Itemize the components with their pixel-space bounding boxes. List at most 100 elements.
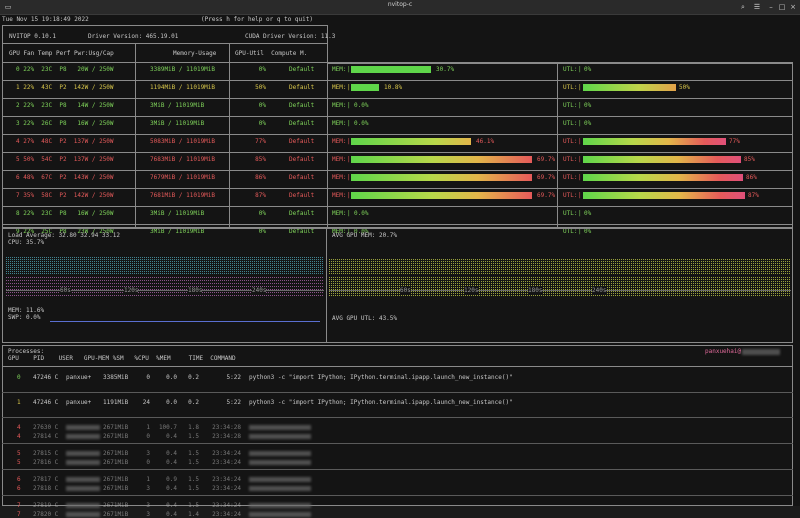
maximize-icon[interactable]: □ — [778, 3, 786, 11]
gpu-util-value: 0% — [258, 120, 266, 127]
divider — [2, 80, 793, 81]
avg-gpu-mem: AVG GPU MEM: 20.7% — [332, 232, 398, 239]
process-time: 23:34:28 — [212, 433, 241, 440]
util-bar-sep: | — [578, 120, 582, 127]
process-gpu: 0 — [17, 374, 21, 381]
process-pid: 27820 C — [33, 511, 59, 518]
gpu-row-info: 4 27% 48C P2 137W / 250W — [16, 138, 114, 145]
util-bar-sep: | — [578, 102, 582, 109]
minimize-icon[interactable]: – — [769, 3, 773, 11]
mem-percent: 0.0% — [354, 120, 369, 127]
mem-bar-label: MEM: — [332, 84, 347, 91]
divider — [2, 206, 793, 207]
util-bar-label: UTL: — [563, 66, 578, 73]
mem-bar-label: MEM: — [332, 102, 347, 109]
menu-icon[interactable]: ☰ — [753, 3, 761, 11]
compute-mode: Default — [289, 228, 315, 235]
mem-percent: 69.7% — [537, 192, 556, 199]
process-gpu: 7 — [17, 511, 21, 518]
process-mem: 1.5 — [188, 459, 199, 466]
user-redacted — [66, 434, 100, 439]
gpu-util-value: 0% — [258, 210, 266, 217]
util-bar-sep: | — [578, 228, 582, 235]
util-bar-label: UTL: — [563, 210, 578, 217]
util-bar-sep: | — [578, 138, 582, 145]
close-icon[interactable]: × — [790, 3, 796, 11]
mem-percent: 0.0% — [354, 102, 369, 109]
mem-bar-label: MEM: — [332, 120, 347, 127]
search-icon[interactable]: ⌕ — [741, 3, 745, 11]
util-percent: 0% — [584, 66, 592, 73]
host-swp: SWP: 0.0% — [8, 314, 41, 321]
process-gpu-mem: 2671MiB — [103, 424, 129, 431]
gpu-row-info: 9 22% 25C P8 23W / 250W — [16, 228, 114, 235]
hostname-redacted — [742, 349, 780, 355]
terminal[interactable]: Tue Nov 15 19:18:49 2022 (Press h for he… — [0, 15, 800, 518]
util-bar-label: UTL: — [563, 174, 578, 181]
gpu-util-value: 86% — [255, 174, 266, 181]
gpu-row-info: 1 22% 43C P2 142W / 250W — [16, 84, 114, 91]
compute-mode: Default — [289, 138, 315, 145]
util-percent: 0% — [584, 120, 592, 127]
process-gpu-mem: 3385MiB — [103, 374, 129, 381]
compute-mode: Default — [289, 156, 315, 163]
process-gpu: 1 — [17, 399, 21, 406]
process-sm: 3 — [146, 511, 150, 518]
cpu-axis-tick: 120s — [124, 287, 139, 294]
process-mem: 1.5 — [188, 476, 199, 483]
divider — [2, 417, 793, 418]
process-gpu: 4 — [17, 424, 21, 431]
divider — [557, 63, 558, 228]
process-sm: 24 — [142, 399, 150, 406]
divider — [2, 152, 793, 153]
user-redacted — [66, 425, 100, 430]
gpu-row-info: 6 48% 67C P2 143W / 250W — [16, 174, 114, 181]
mem-bar-label: MEM: — [332, 192, 347, 199]
process-sm: 0 — [146, 374, 150, 381]
process-cpu: 100.7 — [158, 424, 177, 431]
process-gpu-mem: 2671MiB — [103, 511, 129, 518]
help-hint: (Press h for help or q to quit) — [201, 16, 313, 23]
mem-bar-sep: | — [347, 192, 351, 199]
util-bar-fill — [583, 174, 743, 181]
compute-mode: Default — [289, 102, 315, 109]
util-percent: 0% — [584, 102, 592, 109]
gpu-row-info: 8 22% 23C P8 16W / 250W — [16, 210, 114, 217]
mem-bar-label: MEM: — [332, 174, 347, 181]
process-mem: 1.5 — [188, 485, 199, 492]
process-gpu-mem: 2671MiB — [103, 459, 129, 466]
nvitop-version: NVITOP 0.10.1 — [9, 33, 56, 40]
util-bar-fill — [583, 84, 676, 91]
process-sm: 0 — [146, 459, 150, 466]
gpu-mem-graph — [329, 259, 791, 275]
divider — [2, 98, 793, 99]
process-cpu: 0.4 — [166, 450, 177, 457]
terminal-icon[interactable]: ▭ — [4, 3, 12, 11]
cuda-version: CUDA Driver Version: 11.3 — [245, 33, 336, 40]
process-sm: 3 — [146, 485, 150, 492]
mem-bar-sep: | — [347, 120, 351, 127]
gpu-axis-tick: 120s — [464, 287, 479, 294]
mem-bar-fill — [351, 174, 532, 181]
gpu-row-info: 0 22% 23C P8 20W / 250W — [16, 66, 114, 73]
mem-bar-fill — [351, 156, 532, 163]
process-pid: 47246 C — [33, 399, 59, 406]
mem-percent: 0.0% — [354, 210, 369, 217]
gpu-util-value: 0% — [258, 102, 266, 109]
process-pid: 27815 C — [33, 450, 59, 457]
window-title: nvitop-c — [387, 1, 413, 8]
mem-percent: 10.8% — [384, 84, 403, 91]
mem-percent: 0.0% — [354, 228, 369, 235]
command-redacted — [249, 425, 311, 430]
util-bar-sep: | — [578, 174, 582, 181]
mem-bar-label: MEM: — [332, 156, 347, 163]
command-redacted — [249, 460, 311, 465]
util-bar-label: UTL: — [563, 84, 578, 91]
util-percent: 0% — [584, 228, 592, 235]
process-mem: 1.5 — [188, 450, 199, 457]
mem-bar-label: MEM: — [332, 210, 347, 217]
gpu-row-info: 3 22% 26C P8 16W / 250W — [16, 120, 114, 127]
util-percent: 87% — [748, 192, 759, 199]
command-redacted — [249, 477, 311, 482]
mem-bar-fill — [351, 192, 532, 199]
